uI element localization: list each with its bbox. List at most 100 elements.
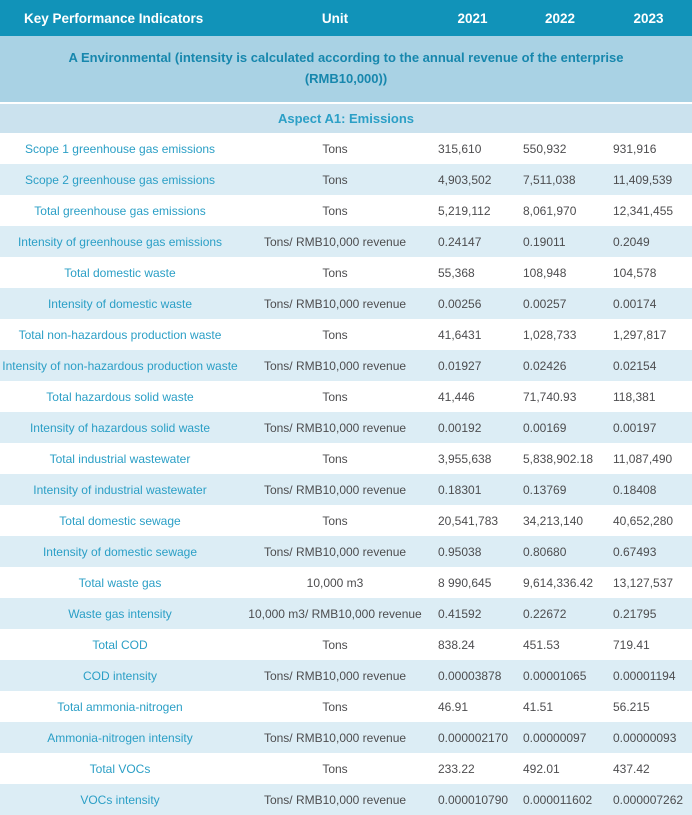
value-2022: 0.000011602: [523, 792, 593, 807]
table-row: Intensity of hazardous solid waste Tons/…: [0, 412, 692, 443]
value-2023: 118,381: [613, 389, 656, 404]
kpi-label: Total industrial wastewater: [49, 451, 191, 466]
value-2021: 0.41592: [438, 606, 482, 621]
kpi-label: Waste gas intensity: [68, 606, 172, 621]
table-row: Total ammonia-nitrogen Tons 46.91 41.51 …: [0, 691, 692, 722]
table-row: Intensity of domestic waste Tons/ RMB10,…: [0, 288, 692, 319]
unit-label: Tons: [322, 761, 348, 776]
unit-label: 10,000 m3: [306, 575, 364, 590]
kpi-label: Intensity of domestic sewage: [42, 544, 198, 559]
column-header-2022: 2022: [544, 10, 576, 26]
unit-label: Tons: [322, 513, 348, 528]
value-2021: 41,446: [438, 389, 475, 404]
table-row: COD intensity Tons/ RMB10,000 revenue 0.…: [0, 660, 692, 691]
unit-label: Tons/ RMB10,000 revenue: [263, 420, 407, 435]
unit-label: Tons: [322, 265, 348, 280]
table-row: Intensity of greenhouse gas emissions To…: [0, 226, 692, 257]
value-2022: 7,511,038: [523, 172, 576, 187]
unit-label: Tons: [322, 451, 348, 466]
value-2021: 0.000010790: [438, 792, 509, 807]
table-row: Scope 1 greenhouse gas emissions Tons 31…: [0, 133, 692, 164]
unit-label: Tons: [322, 203, 348, 218]
value-2021: 4,903,502: [438, 172, 492, 187]
kpi-label: Total waste gas: [78, 575, 162, 590]
unit-label: Tons/ RMB10,000 revenue: [263, 358, 407, 373]
value-2022: 1,028,733: [523, 327, 577, 342]
value-2021: 838.24: [438, 637, 475, 652]
value-2023: 719.41: [613, 637, 650, 652]
table-row: Total waste gas 10,000 m3 8 990,645 9,61…: [0, 567, 692, 598]
value-2022: 0.19011: [523, 234, 566, 249]
value-2021: 0.00192: [438, 420, 482, 435]
value-2022: 0.80680: [523, 544, 567, 559]
value-2023: 40,652,280: [613, 513, 674, 528]
value-2023: 13,127,537: [613, 575, 674, 590]
kpi-label: Total hazardous solid waste: [46, 389, 194, 404]
section-header-environmental: A Environmental (intensity is calculated…: [0, 36, 692, 102]
table-row: Total non-hazardous production waste Ton…: [0, 319, 692, 350]
kpi-label: Intensity of hazardous solid waste: [29, 420, 211, 435]
kpi-label: Intensity of industrial wastewater: [33, 482, 207, 497]
value-2021: 0.18301: [438, 482, 482, 497]
unit-label: Tons: [322, 389, 348, 404]
value-2023: 0.000007262: [613, 792, 684, 807]
table-row: Intensity of industrial wastewater Tons/…: [0, 474, 692, 505]
kpi-label: VOCs intensity: [80, 792, 160, 807]
value-2022: 0.22672: [523, 606, 567, 621]
value-2022: 71,740.93: [523, 389, 577, 404]
table-row: Total greenhouse gas emissions Tons 5,21…: [0, 195, 692, 226]
unit-label: Tons/ RMB10,000 revenue: [263, 544, 407, 559]
table-row: Total domestic waste Tons 55,368 108,948…: [0, 257, 692, 288]
value-2023: 0.00174: [613, 296, 657, 311]
value-2022: 41.51: [523, 699, 554, 714]
value-2021: 0.000002170: [438, 730, 509, 745]
value-2023: 437.42: [613, 761, 650, 776]
value-2022: 0.00000097: [523, 730, 587, 745]
value-2021: 20,541,783: [438, 513, 499, 528]
value-2022: 492.01: [523, 761, 560, 776]
value-2022: 5,838,902.18: [523, 451, 594, 466]
value-2022: 9,614,336.42: [523, 575, 594, 590]
value-2021: 8 990,645: [438, 575, 492, 590]
value-2023: 104,578: [613, 265, 657, 280]
value-2023: 56.215: [613, 699, 650, 714]
value-2021: 0.01927: [438, 358, 482, 373]
table-row: Ammonia-nitrogen intensity Tons/ RMB10,0…: [0, 722, 692, 753]
unit-label: Tons: [322, 141, 348, 156]
table-row: Total industrial wastewater Tons 3,955,6…: [0, 443, 692, 474]
value-2021: 46.91: [438, 699, 469, 714]
unit-label: 10,000 m3/ RMB10,000 revenue: [248, 606, 422, 621]
value-2022: 0.13769: [523, 482, 567, 497]
kpi-label: Intensity of domestic waste: [47, 296, 193, 311]
aspect-header-a1-emissions: Aspect A1: Emissions: [0, 102, 692, 133]
value-2023: 0.00001194: [613, 668, 676, 683]
kpi-label: Total greenhouse gas emissions: [34, 203, 206, 218]
value-2021: 233.22: [438, 761, 475, 776]
table-header: Key Performance Indicators Unit 2021 202…: [0, 0, 692, 36]
kpi-label: Scope 2 greenhouse gas emissions: [24, 172, 216, 187]
kpi-label: Scope 1 greenhouse gas emissions: [24, 141, 216, 156]
kpi-label: Total VOCs: [89, 761, 151, 776]
column-header-kpi: Key Performance Indicators: [24, 10, 204, 26]
table-row: VOCs intensity Tons/ RMB10,000 revenue 0…: [0, 784, 692, 815]
table-row: Intensity of non-hazardous production wa…: [0, 350, 692, 381]
kpi-label: COD intensity: [82, 668, 158, 683]
value-2021: 0.95038: [438, 544, 482, 559]
unit-label: Tons/ RMB10,000 revenue: [263, 296, 407, 311]
table-row: Total hazardous solid waste Tons 41,446 …: [0, 381, 692, 412]
unit-label: Tons: [322, 327, 348, 342]
kpi-label: Total ammonia-nitrogen: [57, 699, 183, 714]
unit-label: Tons: [322, 699, 348, 714]
value-2022: 108,948: [523, 265, 567, 280]
value-2023: 11,087,490: [613, 451, 673, 466]
kpi-label: Total non-hazardous production waste: [18, 327, 222, 342]
unit-label: Tons/ RMB10,000 revenue: [263, 234, 407, 249]
value-2021: 5,219,112: [438, 203, 491, 218]
value-2023: 0.2049: [613, 234, 650, 249]
unit-label: Tons/ RMB10,000 revenue: [263, 482, 407, 497]
kpi-label: Total domestic waste: [64, 265, 176, 280]
table-body: Scope 1 greenhouse gas emissions Tons 31…: [0, 133, 692, 815]
unit-label: Tons/ RMB10,000 revenue: [263, 730, 407, 745]
value-2021: 0.00003878: [438, 668, 502, 683]
